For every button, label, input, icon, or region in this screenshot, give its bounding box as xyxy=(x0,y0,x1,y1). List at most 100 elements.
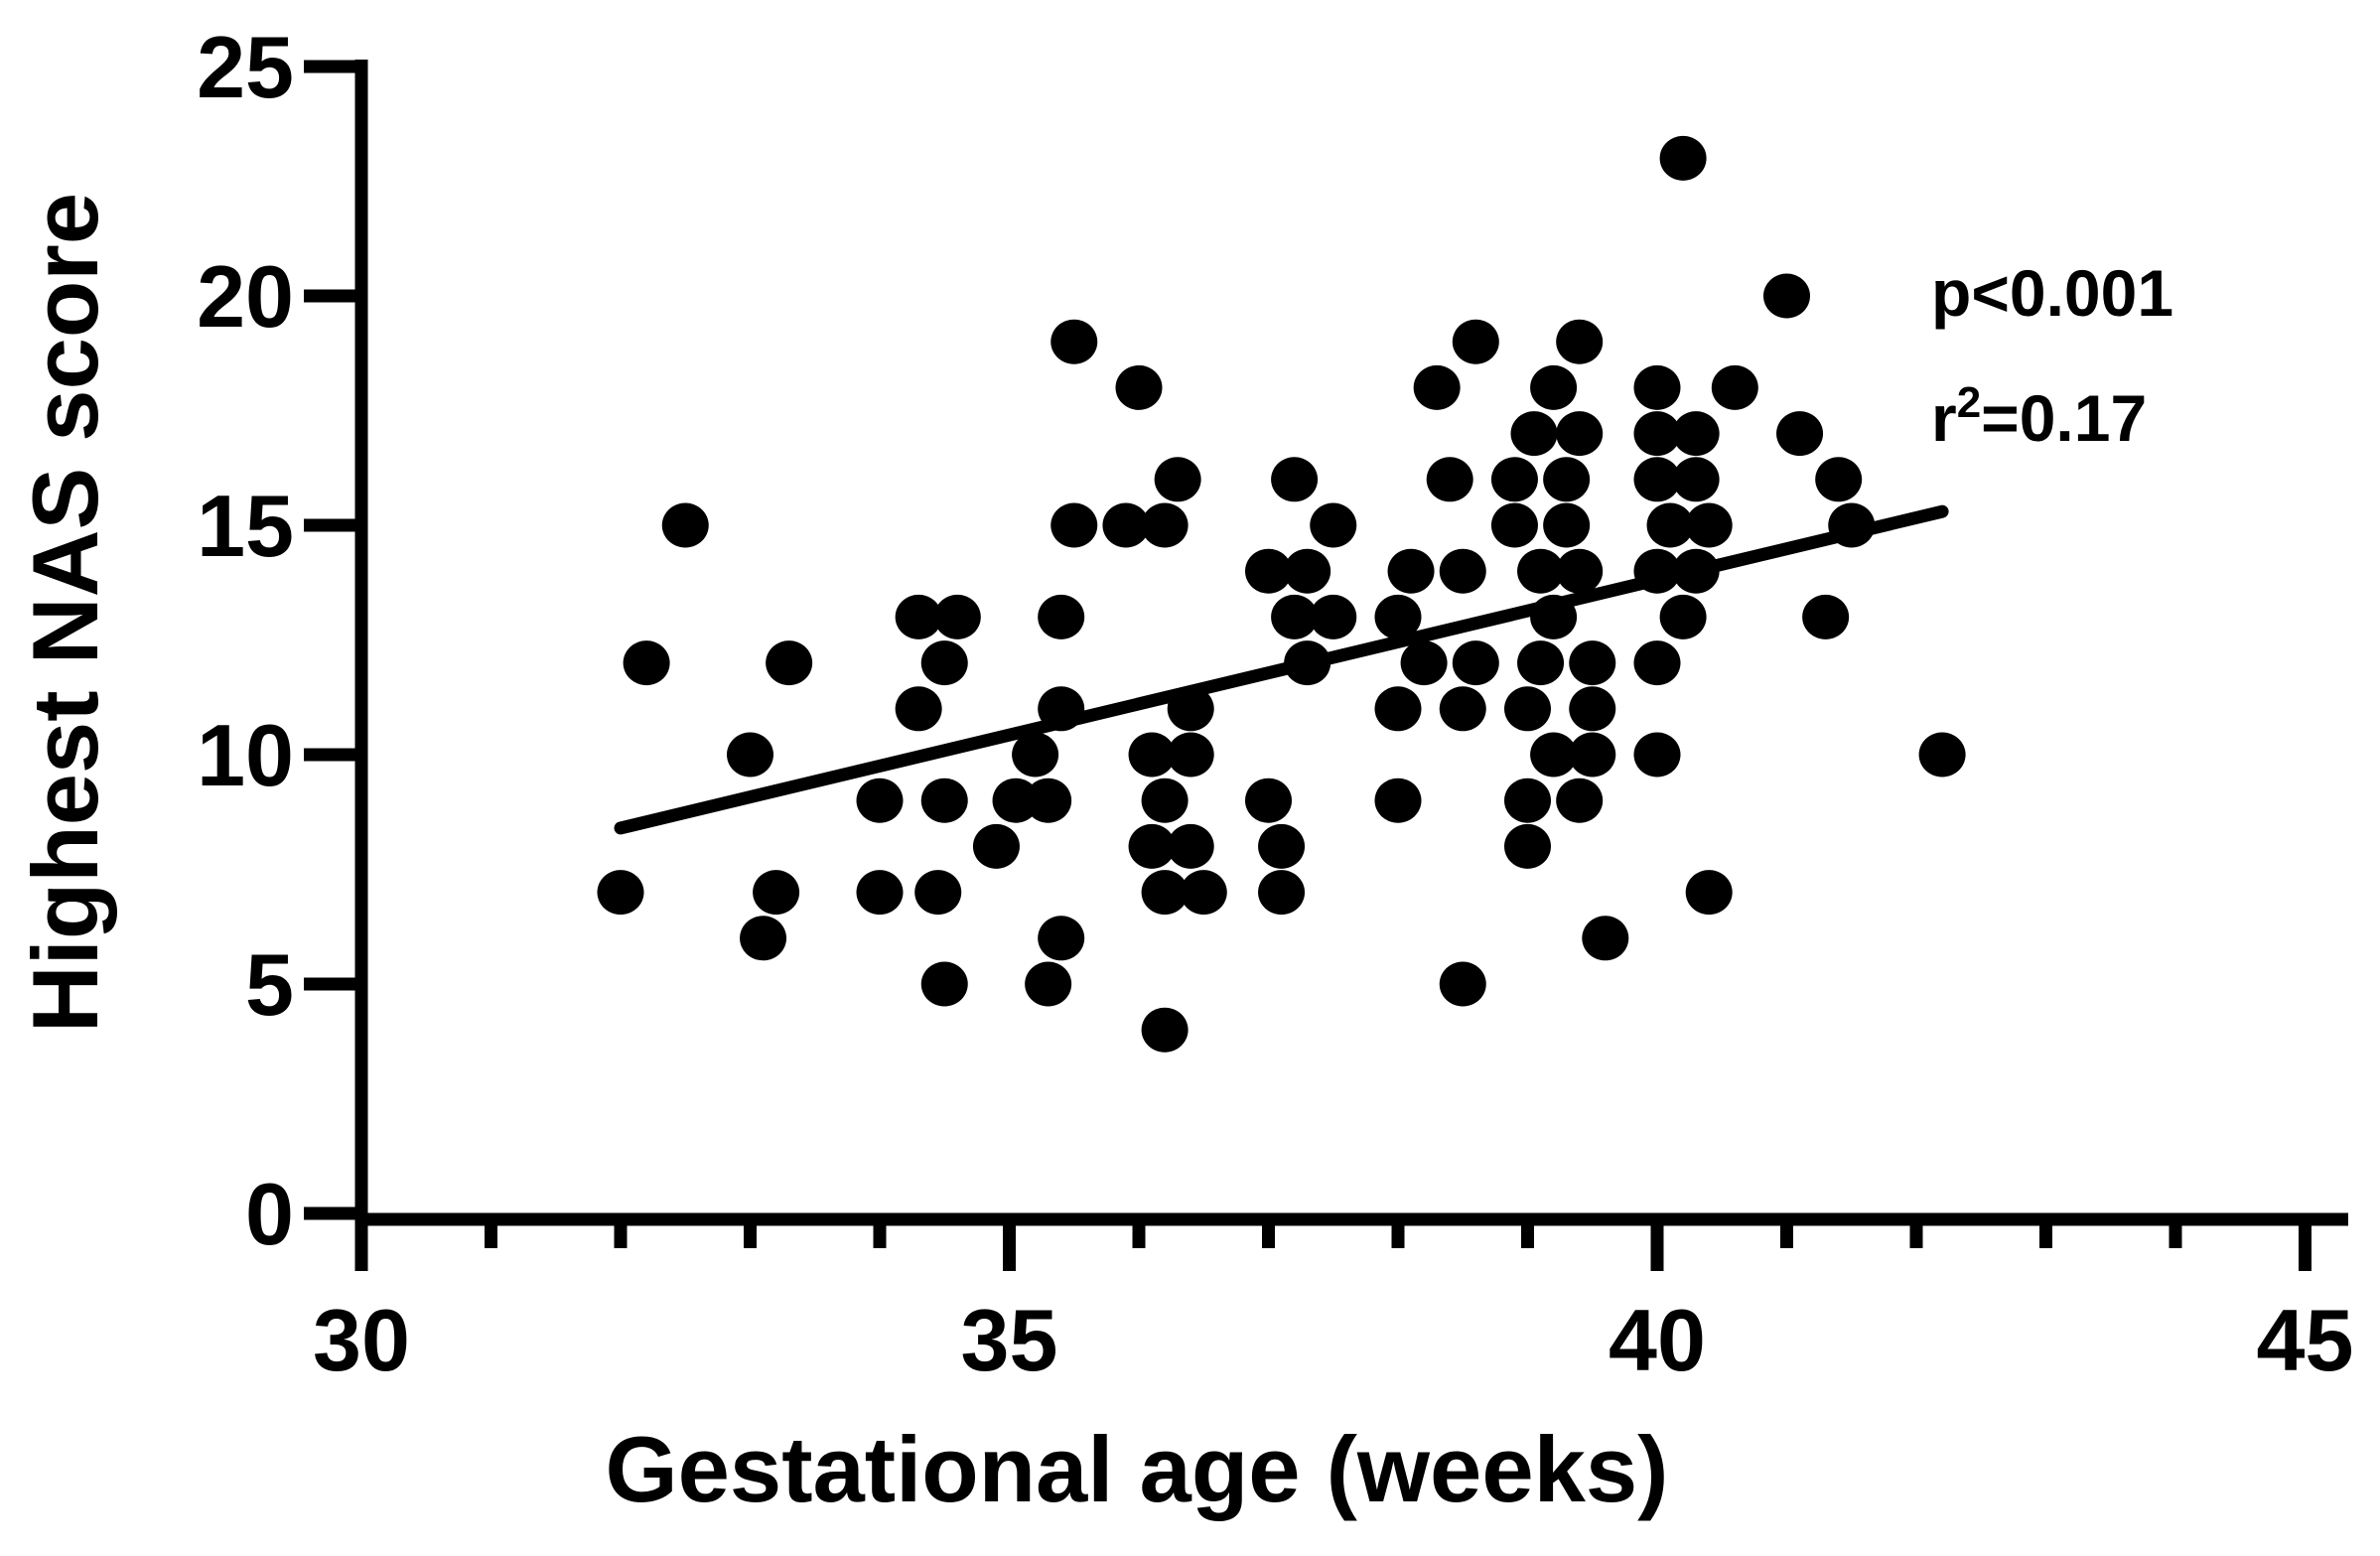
data-point xyxy=(1569,732,1616,778)
data-point xyxy=(1128,732,1176,778)
data-point xyxy=(1685,870,1733,916)
data-point xyxy=(1711,364,1758,410)
data-point xyxy=(1115,364,1163,410)
data-point xyxy=(1633,732,1681,778)
data-point xyxy=(1504,823,1551,869)
data-point xyxy=(1510,411,1558,457)
data-point xyxy=(766,640,813,686)
data-point xyxy=(1815,457,1863,502)
x-tick-label: 45 xyxy=(2257,1291,2354,1389)
data-point xyxy=(1452,319,1499,364)
data-point xyxy=(1439,548,1486,594)
trend-line xyxy=(614,504,1949,835)
x-tick-label: 40 xyxy=(1609,1291,1706,1389)
y-tick-label: 25 xyxy=(197,18,294,116)
data-point xyxy=(1633,640,1681,686)
data-point xyxy=(661,502,709,548)
data-point xyxy=(1167,732,1214,778)
y-tick-label: 15 xyxy=(197,477,294,575)
data-point xyxy=(1490,457,1538,502)
x-axis-title: Gestational age (weeks) xyxy=(606,1417,1669,1521)
data-point xyxy=(1141,778,1189,823)
y-tick-label: 20 xyxy=(197,247,294,346)
data-point xyxy=(1530,594,1578,639)
data-point xyxy=(1038,916,1085,961)
data-point xyxy=(920,778,968,823)
y-tick-label: 10 xyxy=(197,706,294,804)
data-point xyxy=(1258,870,1306,916)
r-squared-superscript: 2 xyxy=(1957,378,1981,427)
data-point xyxy=(1828,502,1876,548)
data-point xyxy=(992,778,1040,823)
y-axis-ticks xyxy=(304,60,361,1220)
data-point xyxy=(1672,411,1720,457)
data-point xyxy=(1050,319,1098,364)
data-point xyxy=(727,732,773,778)
data-point xyxy=(597,870,644,916)
data-point xyxy=(1659,594,1707,639)
r-squared-suffix: =0.17 xyxy=(1981,381,2147,455)
data-point xyxy=(1439,686,1486,732)
data-point xyxy=(1517,548,1565,594)
data-point xyxy=(920,961,968,1007)
data-point xyxy=(1374,686,1422,732)
data-point xyxy=(895,686,942,732)
y-tick-label: 0 xyxy=(245,1165,294,1263)
data-point xyxy=(1802,594,1850,639)
data-point xyxy=(1556,548,1604,594)
data-point xyxy=(1556,778,1604,823)
data-point xyxy=(1310,594,1357,639)
data-point xyxy=(1672,548,1720,594)
data-point xyxy=(1141,502,1189,548)
data-point xyxy=(1646,502,1694,548)
data-point xyxy=(1128,823,1176,869)
data-point xyxy=(1633,364,1681,410)
data-point xyxy=(1012,732,1059,778)
data-point xyxy=(1102,502,1150,548)
data-point xyxy=(1633,548,1681,594)
data-point xyxy=(1374,778,1422,823)
data-point xyxy=(753,870,800,916)
data-point xyxy=(1504,686,1551,732)
data-point xyxy=(1141,870,1189,916)
data-point xyxy=(1245,548,1292,594)
x-tick-label: 35 xyxy=(961,1291,1058,1389)
data-point xyxy=(623,640,670,686)
data-point xyxy=(1310,502,1357,548)
data-point xyxy=(1374,594,1422,639)
x-tick-labels: 30 35 40 45 xyxy=(313,1291,2353,1389)
data-point xyxy=(1038,686,1085,732)
data-point xyxy=(1154,457,1201,502)
data-point xyxy=(1659,135,1707,181)
data-point xyxy=(1569,686,1616,732)
data-point xyxy=(856,870,904,916)
data-point xyxy=(1530,364,1578,410)
data-point xyxy=(1504,778,1551,823)
p-value-annotation: p<0.001 xyxy=(1931,256,2173,330)
x-tick-label: 30 xyxy=(313,1291,410,1389)
data-point xyxy=(1543,457,1591,502)
data-point xyxy=(740,916,787,961)
data-point xyxy=(1258,823,1306,869)
data-point xyxy=(1050,502,1098,548)
r-squared-prefix: r xyxy=(1931,381,1957,455)
data-point xyxy=(1141,1007,1189,1053)
y-axis-title: Highest NAS score xyxy=(13,193,117,1033)
data-point xyxy=(1271,594,1319,639)
data-point xyxy=(920,640,968,686)
y-tick-labels: 0 5 10 15 20 25 xyxy=(197,18,294,1263)
data-point xyxy=(914,870,962,916)
data-point xyxy=(1452,640,1499,686)
data-point xyxy=(1426,457,1473,502)
data-point xyxy=(1439,961,1486,1007)
data-point xyxy=(1582,916,1629,961)
data-point xyxy=(1038,594,1085,639)
x-axis-ticks xyxy=(485,1219,2311,1271)
data-point xyxy=(1167,686,1214,732)
data-point xyxy=(1556,411,1604,457)
axes xyxy=(354,60,2348,1271)
data-point xyxy=(856,778,904,823)
